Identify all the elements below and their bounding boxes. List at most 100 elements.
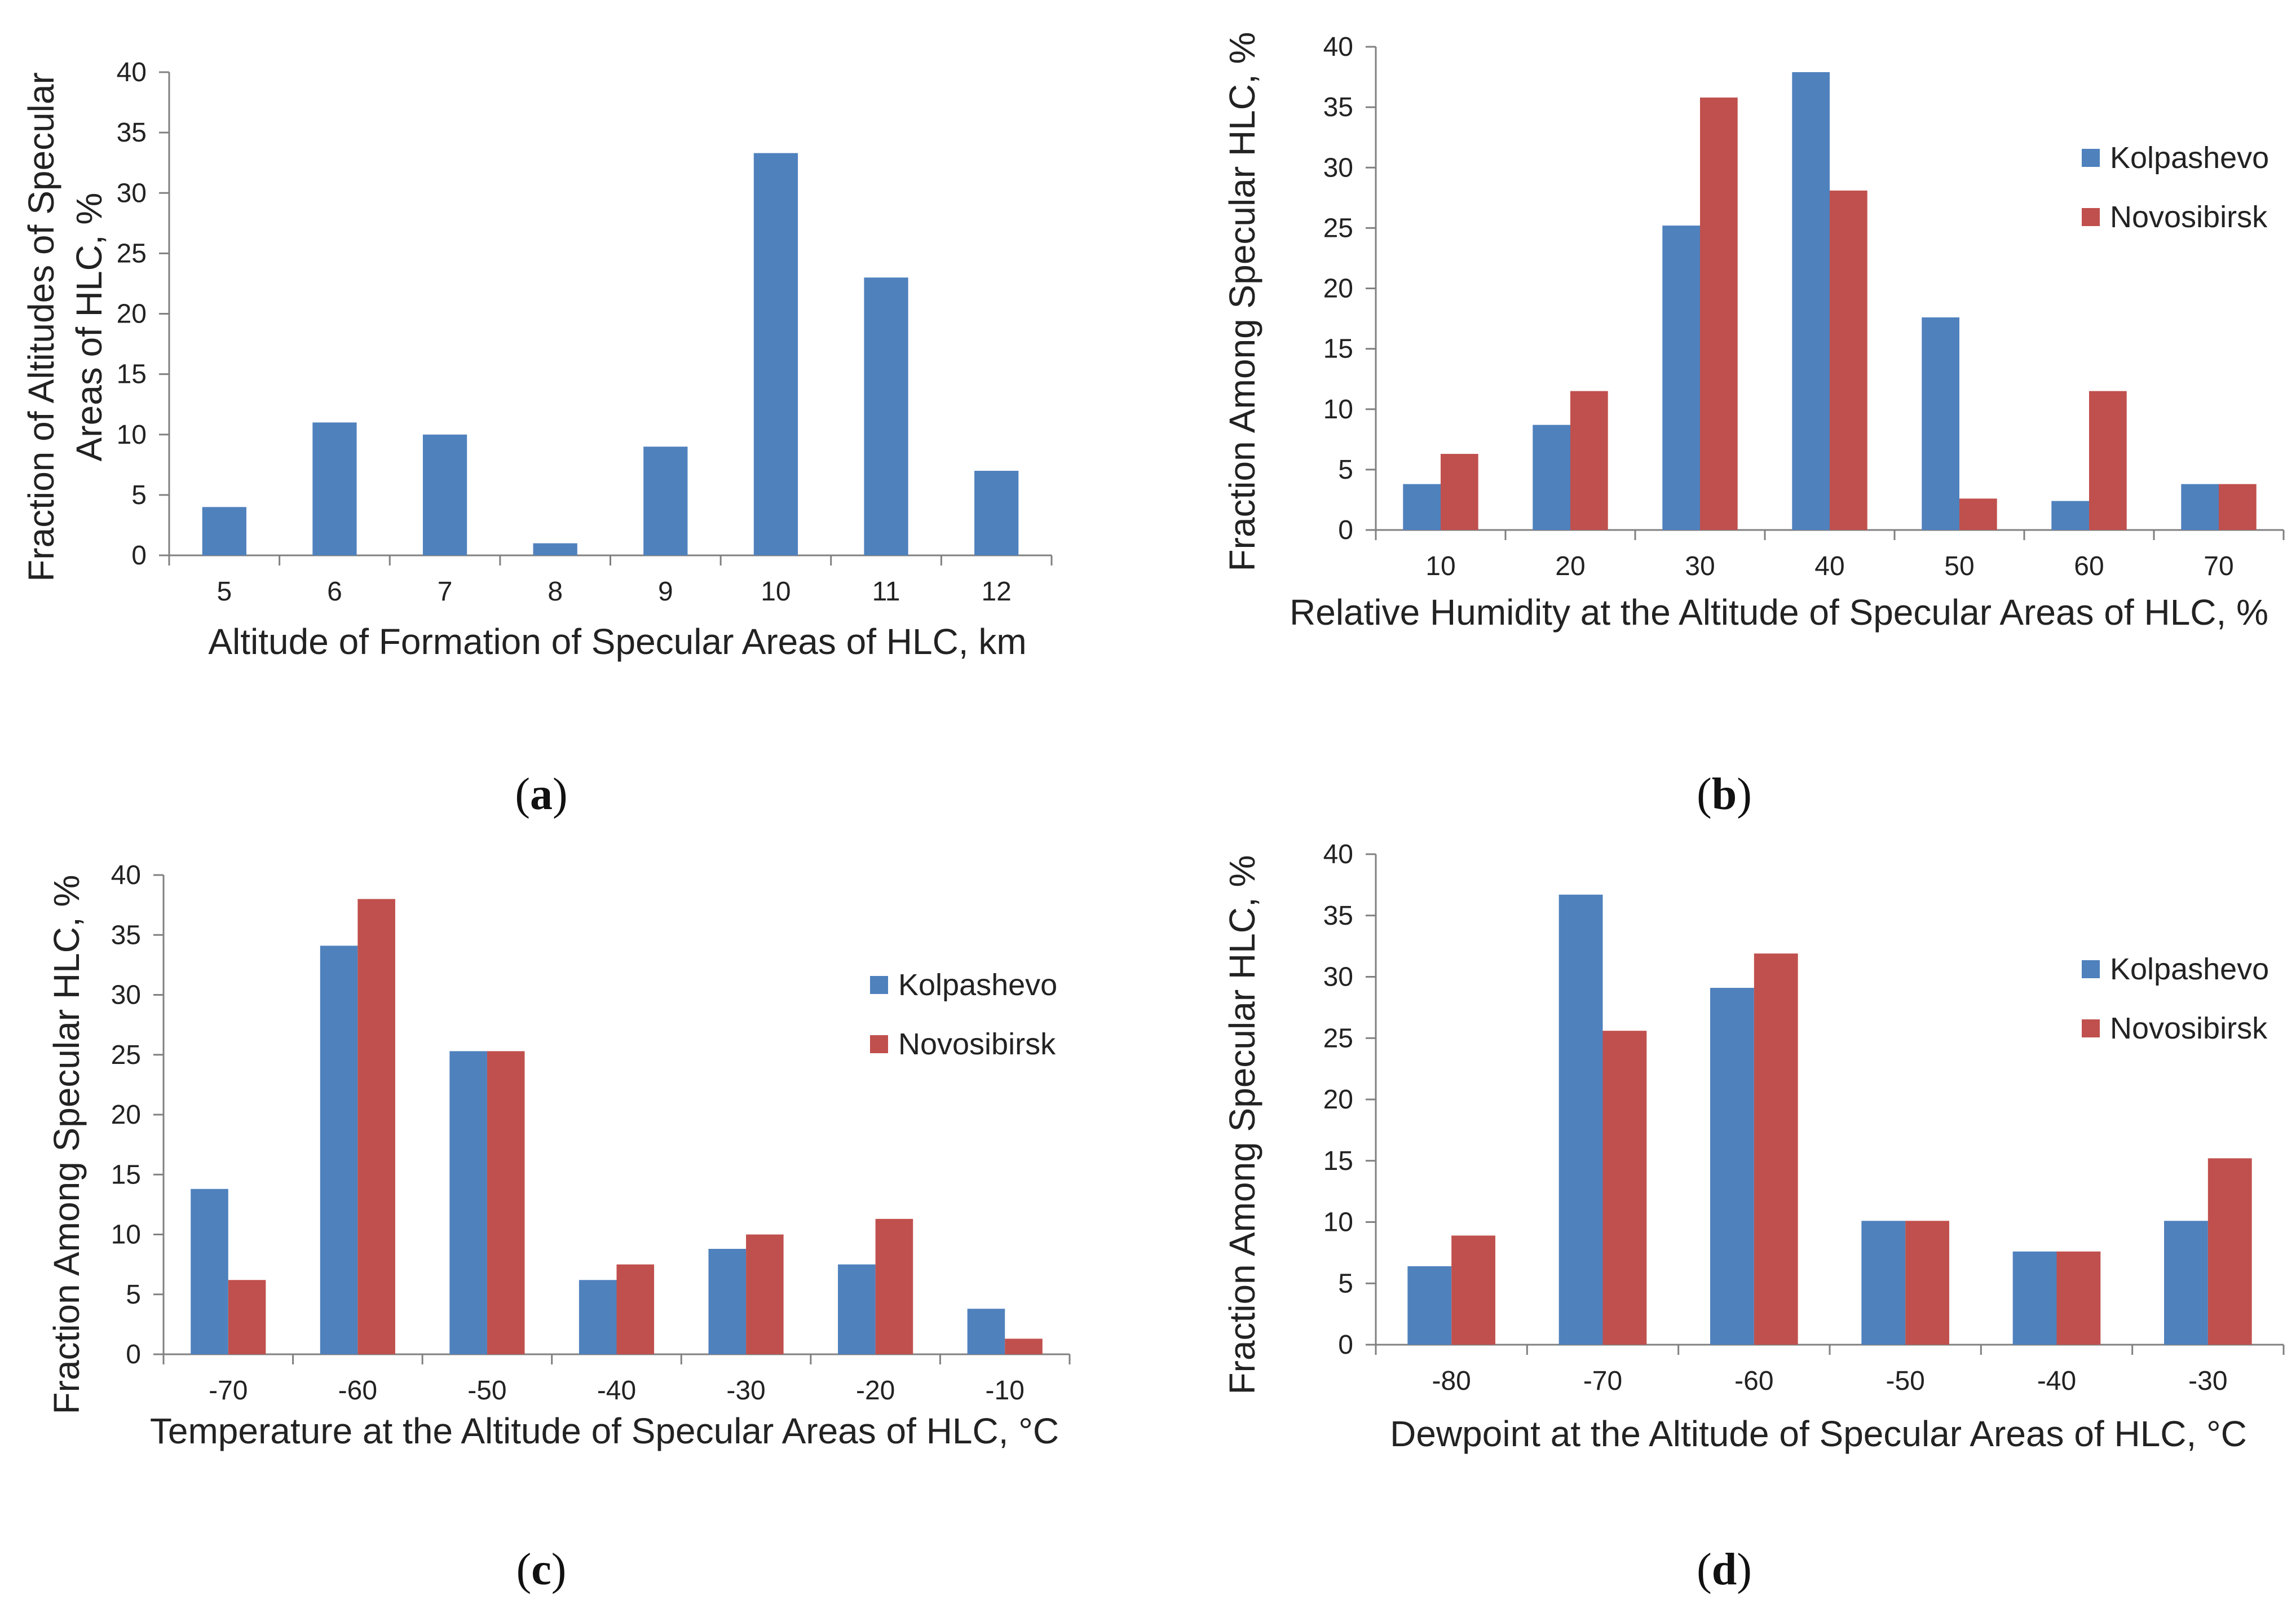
x-tick-label: 12	[981, 577, 1011, 607]
y-tick-label: 15	[117, 360, 147, 390]
x-tick-label: -30	[726, 1376, 765, 1406]
legend-label-novosibirsk: Novosibirsk	[898, 1027, 1056, 1061]
y-tick-label: 25	[1323, 1023, 1353, 1053]
bar-novosibirsk	[1441, 454, 1478, 530]
caption-b: (b)	[1697, 770, 1752, 819]
x-tick-label: 10	[1425, 551, 1455, 581]
x-tick-label: -50	[1886, 1366, 1924, 1396]
x-tick-label: 9	[658, 577, 673, 607]
chart-panel-d: 0 5 10 15 20 25 30 35 40 -80 -70 -60 -50 -40 -30 Dewpoi…	[1222, 840, 2285, 1454]
x-axis-label: Temperature at the Altitude of Specular …	[150, 1411, 1059, 1451]
y-tick-label: 20	[111, 1100, 141, 1130]
bar-kolpashevo	[1403, 484, 1441, 530]
legend-swatch-kolpashevo	[2082, 149, 2100, 167]
legend-swatch-novosibirsk	[870, 1035, 888, 1053]
x-tick-label: -20	[856, 1376, 895, 1406]
bar-novosibirsk	[1451, 1235, 1495, 1345]
legend-label-kolpashevo: Kolpashevo	[2110, 141, 2269, 175]
y-tick-label: 15	[111, 1160, 141, 1190]
bar-kolpashevo	[2164, 1221, 2208, 1345]
y-tick-label: 35	[1323, 901, 1353, 931]
x-axis-label: Altitude of Formation of Specular Areas …	[208, 621, 1026, 662]
x-tick-label: -40	[2037, 1366, 2076, 1396]
y-tick-label: 25	[117, 238, 147, 268]
y-tick-label: 0	[131, 541, 147, 571]
y-tick-label: 10	[111, 1220, 141, 1250]
y-tick-label: 35	[117, 118, 147, 148]
y-tick-label: 40	[1323, 32, 1353, 62]
bar-kolpashevo	[2012, 1251, 2057, 1345]
y-axis-label-line-1: Fraction of Altitudes of Specular	[21, 72, 61, 582]
chart-panel-b: 0 5 10 15 20 25 30 35 40 10 20 30 40 50 60 70 Relative H…	[1222, 32, 2285, 633]
x-tick-label: -60	[338, 1376, 377, 1406]
y-tick-label: 35	[111, 920, 141, 950]
bar-kolpashevo	[2181, 484, 2219, 530]
x-axis-label: Relative Humidity at the Altitude of Spe…	[1290, 592, 2268, 633]
bar-kolpashevo	[320, 946, 358, 1354]
y-tick-label: 5	[126, 1280, 141, 1310]
bar	[422, 434, 467, 555]
y-tick-label: 5	[1338, 455, 1353, 485]
bar-kolpashevo	[1558, 894, 1603, 1345]
bar	[312, 422, 357, 555]
bar	[643, 447, 688, 555]
y-tick-label: 30	[117, 178, 147, 208]
bar-kolpashevo	[1710, 988, 1754, 1345]
legend-swatch-kolpashevo	[2082, 960, 2100, 978]
bar-novosibirsk	[875, 1218, 913, 1354]
legend-label-novosibirsk: Novosibirsk	[2110, 1011, 2268, 1045]
bar	[202, 507, 246, 555]
caption-d: (d)	[1697, 1545, 1752, 1594]
bar-novosibirsk	[1570, 391, 1608, 530]
bar-kolpashevo	[191, 1189, 228, 1354]
x-tick-label: -70	[209, 1376, 248, 1406]
bar	[864, 277, 908, 555]
bar-kolpashevo	[1792, 72, 1830, 531]
bar-novosibirsk	[228, 1280, 266, 1354]
y-tick-label: 5	[131, 480, 147, 510]
chart-panel-a: 0 5 10 15 20 25 30 35 40 5 6 7 8 9 10 11 12 Altitude of F…	[21, 58, 1053, 662]
bar-novosibirsk	[1830, 190, 1867, 530]
x-tick-label: -70	[1583, 1366, 1622, 1396]
y-tick-label: 30	[111, 980, 141, 1010]
x-tick-label: -30	[2188, 1366, 2227, 1396]
y-tick-label: 10	[1323, 395, 1353, 425]
bar	[974, 471, 1019, 555]
bar-novosibirsk	[2056, 1251, 2101, 1345]
bar-novosibirsk	[2207, 1158, 2252, 1345]
legend-swatch-kolpashevo	[870, 976, 888, 994]
bar-kolpashevo	[1922, 317, 1959, 530]
y-tick-label: 0	[1338, 1330, 1353, 1360]
x-tick-label: 7	[438, 577, 453, 607]
bar-kolpashevo	[838, 1264, 876, 1354]
x-tick-label: 30	[1685, 551, 1715, 581]
y-tick-label: 10	[117, 420, 147, 450]
x-tick-label: 50	[1944, 551, 1974, 581]
x-tick-label: 20	[1555, 551, 1585, 581]
x-axis-label: Dewpoint at the Altitude of Specular Are…	[1390, 1413, 2247, 1454]
y-tick-label: 10	[1323, 1208, 1353, 1238]
y-tick-label: 20	[1323, 274, 1353, 304]
y-tick-label: 20	[117, 299, 147, 329]
caption-a: (a)	[515, 770, 567, 819]
bar-novosibirsk	[1754, 953, 1798, 1345]
bar-kolpashevo	[1407, 1266, 1452, 1345]
bar-kolpashevo	[1861, 1221, 1906, 1345]
bar-kolpashevo	[708, 1249, 747, 1354]
x-tick-label: 5	[217, 577, 232, 607]
legend-label-kolpashevo: Kolpashevo	[898, 968, 1057, 1002]
y-tick-label: 0	[1338, 515, 1353, 545]
x-tick-label: -50	[467, 1376, 506, 1406]
x-tick-label: -10	[986, 1376, 1025, 1406]
bar-kolpashevo	[579, 1280, 617, 1354]
bar-kolpashevo	[449, 1051, 487, 1354]
bar-novosibirsk	[746, 1234, 784, 1354]
bar-kolpashevo	[2051, 501, 2089, 530]
legend-label-novosibirsk: Novosibirsk	[2110, 200, 2268, 234]
bar-novosibirsk	[1905, 1221, 1949, 1345]
caption-c: (c)	[516, 1545, 567, 1594]
bar-novosibirsk	[357, 899, 395, 1354]
y-tick-label: 15	[1323, 334, 1353, 364]
y-tick-label: 5	[1338, 1269, 1353, 1298]
